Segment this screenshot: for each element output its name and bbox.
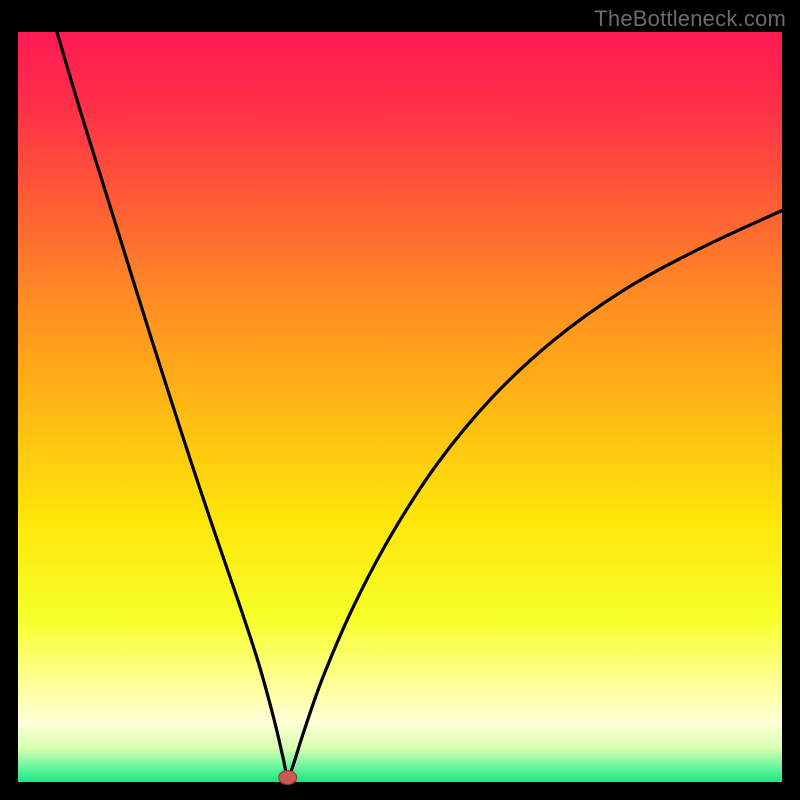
plot-area: [18, 32, 782, 782]
bottleneck-chart: [0, 0, 800, 800]
watermark-text: TheBottleneck.com: [594, 6, 786, 32]
optimal-point-marker: [279, 771, 297, 785]
